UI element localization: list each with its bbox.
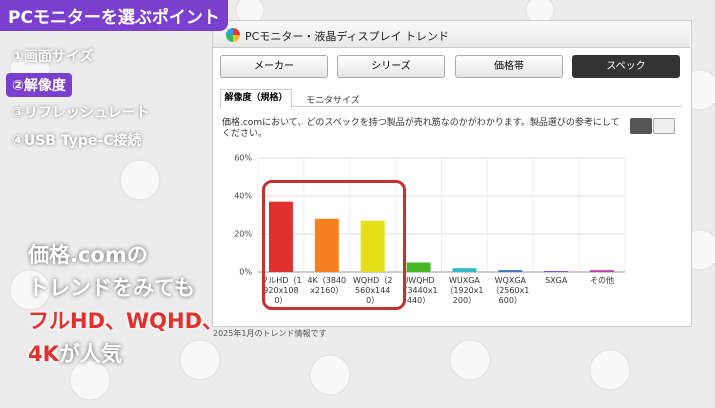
tab[interactable]: 価格帯 [455,55,563,78]
footer-note: 2025年1月のトレンド情報です [213,329,327,338]
subtab[interactable]: モニタサイズ [306,96,360,106]
heading: PCモニターを選ぶポイント [0,0,228,31]
logo-icon [226,28,240,42]
panel-header [213,21,690,48]
y-tick-label: 60% [234,154,252,163]
x-tick-label: WQHD（2560x1440） [352,276,393,305]
bar [268,201,293,272]
bar [406,262,431,272]
y-tick-label: 20% [234,230,252,239]
tab[interactable]: シリーズ [337,55,445,78]
subtab-active[interactable]: 解像度（規格） [220,89,292,108]
subtab-line [220,106,682,107]
bar [360,220,385,272]
bar-view-button[interactable] [630,118,652,134]
y-tick-label: 40% [234,192,252,201]
tab[interactable]: メーカー [220,55,328,78]
description: 価格.comにおいて、どのスペックを持つ製品が売れ筋なのかがわかります。製品選び… [222,118,620,139]
point: ①画面サイズ [12,49,94,65]
bar [544,271,569,272]
y-tick-label: 0% [239,268,252,277]
tab-active[interactable]: スペック [572,55,680,78]
message-red: フルHD、WQHD、 [28,309,224,333]
highlight-box [262,180,406,310]
x-tick-label: WQXGA（2560x1600） [491,276,530,305]
point: ④USB Type-C接続 [12,133,142,149]
x-tick-label: WUXGA（1920x1200） [445,276,484,305]
x-tick-label: フルHD（1920x1080） [260,276,302,305]
bar [590,270,615,272]
message: トレンドをみても [28,276,195,300]
bar [314,218,339,272]
message-text: が人気 [58,342,122,366]
message: 価格.comの [28,243,148,267]
point: ③リフレッシュレート [12,105,150,121]
pie-view-button[interactable] [653,118,675,134]
x-tick-label: 4K（3840x2160） [307,276,347,295]
bar [452,268,477,272]
x-tick-label: その他 [590,276,615,285]
message-red: 4K [28,342,59,366]
message: 4Kが人気 [28,338,122,368]
bar [498,270,523,272]
x-tick-label: UWQHD（3440x1440） [399,276,438,305]
x-tick-label: SXGA [545,276,568,285]
panel-title: PCモニター・液晶ディスプレイ トレンド [245,30,450,43]
point-active: ②解像度 [6,73,72,97]
